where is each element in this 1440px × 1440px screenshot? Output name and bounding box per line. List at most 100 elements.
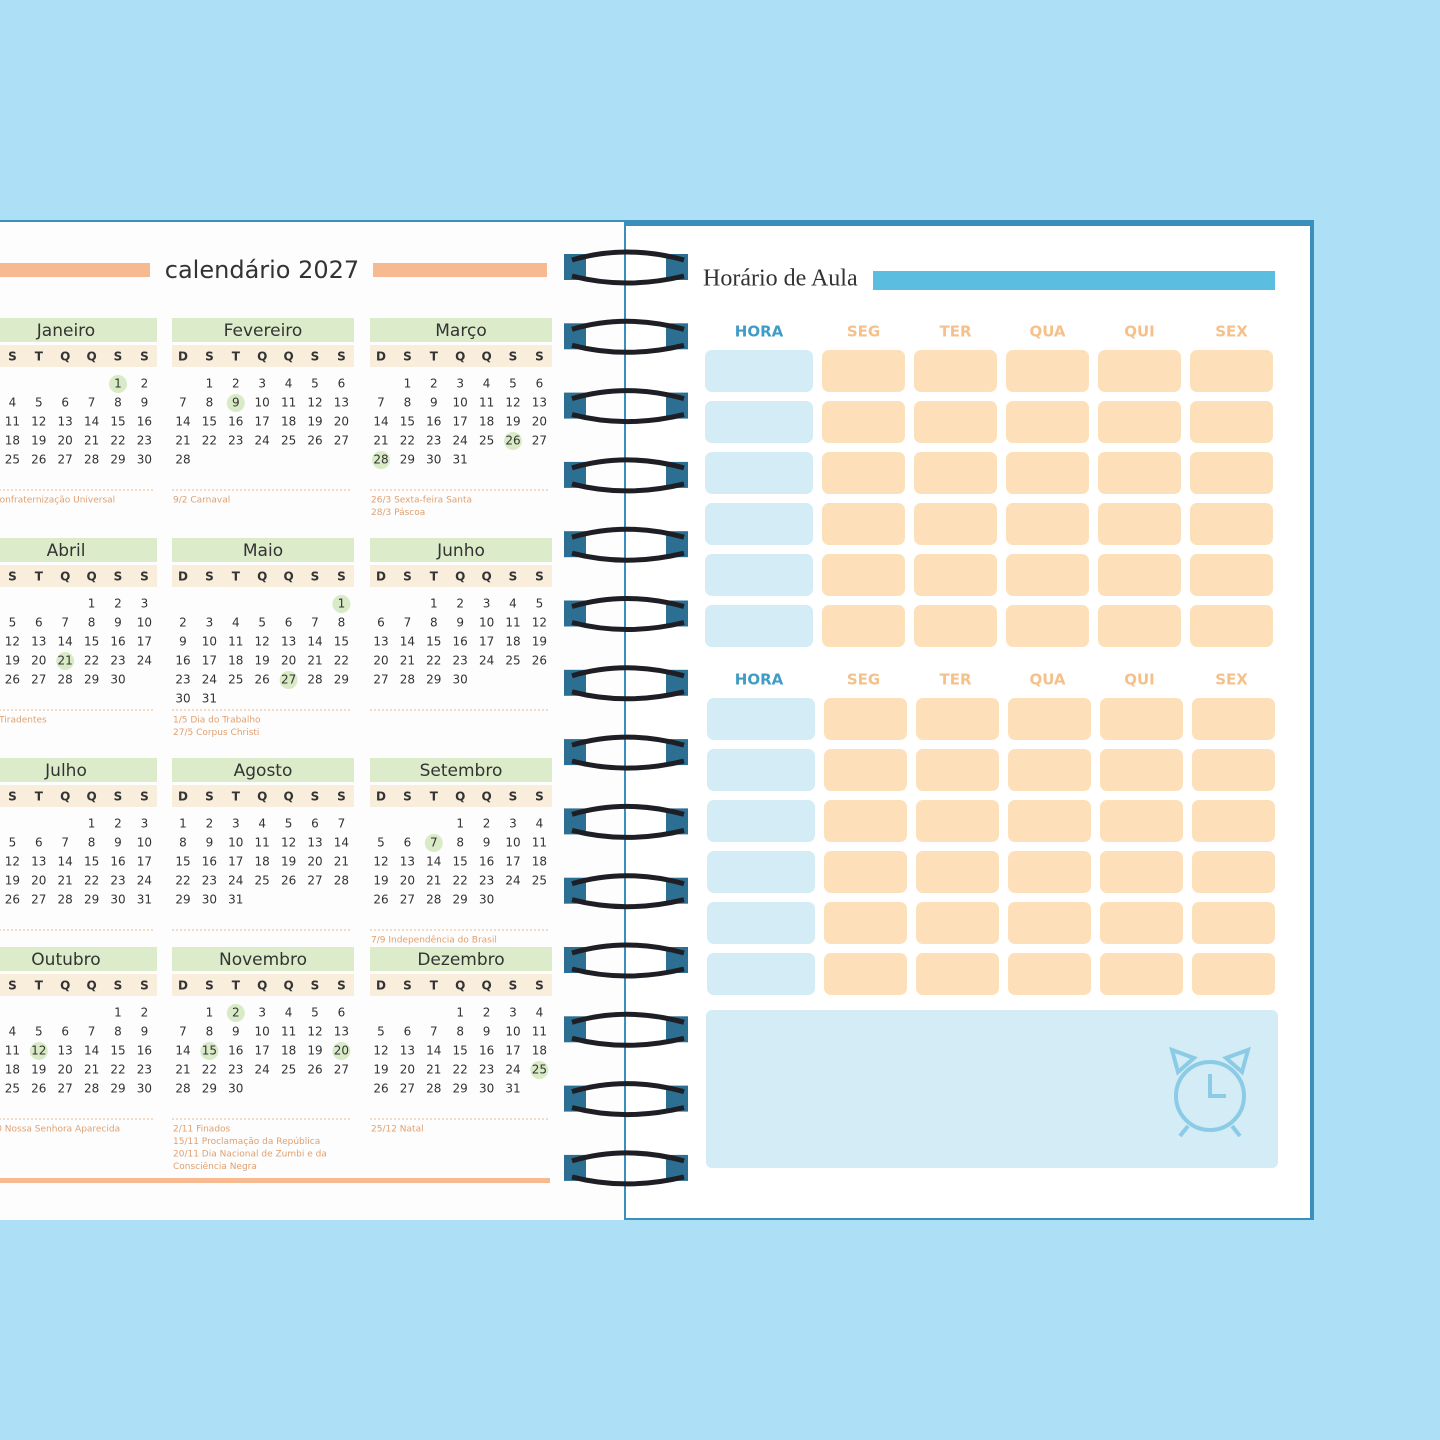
day: 25 bbox=[532, 874, 547, 888]
day: 6 bbox=[35, 616, 43, 630]
month-name: Agosto bbox=[234, 761, 293, 781]
cell bbox=[916, 902, 999, 944]
cell bbox=[914, 605, 997, 647]
notes-box bbox=[706, 1010, 1278, 1168]
weekday: S bbox=[140, 979, 149, 993]
day: 23 bbox=[479, 874, 494, 888]
day: 22 bbox=[202, 434, 217, 448]
ring-hole bbox=[564, 669, 586, 696]
day: 11 bbox=[5, 415, 20, 429]
day: 22 bbox=[400, 434, 415, 448]
cell bbox=[1192, 851, 1275, 893]
weekday: Q bbox=[481, 979, 491, 993]
ring bbox=[571, 873, 685, 910]
holiday-circle bbox=[372, 451, 390, 469]
day: 3 bbox=[232, 817, 240, 831]
weekday: Q bbox=[481, 570, 491, 584]
weekday: D bbox=[178, 790, 188, 804]
weekday: S bbox=[337, 790, 346, 804]
column-header: TER bbox=[939, 323, 971, 341]
column-header: QUI bbox=[1124, 323, 1155, 341]
day: 16 bbox=[479, 855, 494, 869]
day: 5 bbox=[9, 836, 17, 850]
holiday-circle bbox=[332, 1042, 351, 1060]
day: 22 bbox=[202, 1063, 217, 1077]
day: 25 bbox=[228, 673, 243, 687]
day: 4 bbox=[536, 1006, 544, 1020]
day: 4 bbox=[258, 817, 266, 831]
cell bbox=[1100, 698, 1183, 740]
day: 15 bbox=[334, 635, 349, 649]
day: 18 bbox=[5, 434, 20, 448]
day: 28 bbox=[175, 1082, 190, 1096]
day: 21 bbox=[426, 874, 441, 888]
day: 5 bbox=[258, 616, 266, 630]
ring-hole bbox=[564, 461, 586, 488]
day: 26 bbox=[5, 893, 20, 907]
column-header: QUA bbox=[1029, 671, 1065, 689]
day: 9 bbox=[232, 1025, 240, 1039]
weekday-row bbox=[172, 345, 354, 367]
day: 18 bbox=[281, 1044, 296, 1058]
cell bbox=[1098, 350, 1181, 392]
day: 10 bbox=[137, 836, 152, 850]
weekday: S bbox=[8, 350, 17, 364]
day: 19 bbox=[5, 654, 20, 668]
cell bbox=[822, 503, 905, 545]
day: 26 bbox=[255, 673, 270, 687]
day: 20 bbox=[307, 855, 322, 869]
day: 23 bbox=[110, 654, 125, 668]
weekday: Q bbox=[455, 979, 465, 993]
weekday: T bbox=[430, 979, 439, 993]
schedule: HORA SEG TER QUA QUI SEX HORA SEG TER QUA QUI SEX bbox=[705, 323, 1275, 995]
cell bbox=[1008, 800, 1091, 842]
ring-hole bbox=[564, 739, 586, 766]
day: 27 bbox=[281, 673, 296, 687]
day: 19 bbox=[307, 415, 322, 429]
day: 16 bbox=[228, 415, 243, 429]
day: 1 bbox=[206, 1006, 214, 1020]
weekday: S bbox=[311, 790, 320, 804]
weekday: Q bbox=[455, 570, 465, 584]
month-name: Novembro bbox=[219, 950, 307, 970]
day: 30 bbox=[479, 893, 494, 907]
weekday: S bbox=[205, 570, 214, 584]
day: 7 bbox=[311, 616, 319, 630]
day: 6 bbox=[377, 616, 385, 630]
day: 13 bbox=[307, 836, 322, 850]
cell bbox=[914, 554, 997, 596]
day: 12 bbox=[373, 1044, 388, 1058]
day: 25 bbox=[5, 453, 20, 467]
day: 23 bbox=[175, 673, 190, 687]
day: 7 bbox=[179, 396, 187, 410]
day: 3 bbox=[483, 597, 491, 611]
weekday: D bbox=[178, 350, 188, 364]
weekday-row bbox=[370, 565, 552, 587]
cell bbox=[1098, 503, 1181, 545]
day: 28 bbox=[373, 453, 388, 467]
day: 17 bbox=[228, 855, 243, 869]
weekday: S bbox=[509, 790, 518, 804]
day: 20 bbox=[58, 1063, 73, 1077]
month-name: Abril bbox=[47, 541, 86, 561]
day: 25 bbox=[505, 654, 520, 668]
month-header bbox=[0, 318, 157, 342]
day: 16 bbox=[453, 635, 468, 649]
weekday: S bbox=[311, 979, 320, 993]
day: 12 bbox=[31, 415, 46, 429]
day: 19 bbox=[31, 434, 46, 448]
cell bbox=[1098, 605, 1181, 647]
holiday-note: 20/11 Dia Nacional de Zumbi e da bbox=[173, 1150, 327, 1160]
day: 6 bbox=[285, 616, 293, 630]
day: 22 bbox=[426, 654, 441, 668]
day: 24 bbox=[505, 874, 520, 888]
day: 7 bbox=[88, 1025, 96, 1039]
holiday-circle bbox=[109, 375, 127, 393]
day: 16 bbox=[137, 1044, 152, 1058]
day: 4 bbox=[232, 616, 240, 630]
day: 23 bbox=[426, 434, 441, 448]
day: 1 bbox=[338, 597, 346, 611]
day: 6 bbox=[404, 836, 412, 850]
ring-hole bbox=[564, 1085, 586, 1112]
day: 22 bbox=[453, 1063, 468, 1077]
